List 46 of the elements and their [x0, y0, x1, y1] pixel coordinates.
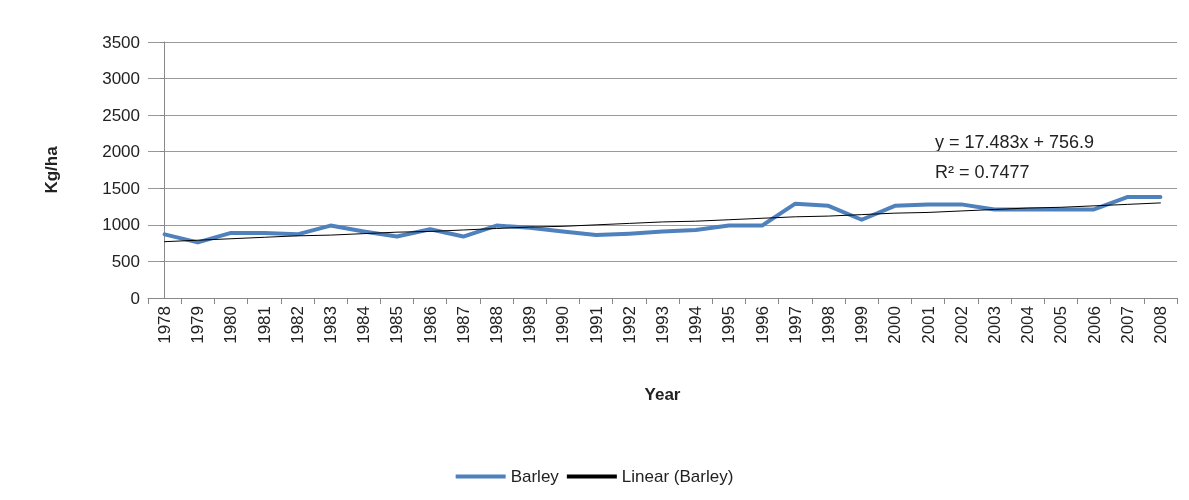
x-tick-label: 2004 [1018, 306, 1038, 344]
x-axis-title: Year [644, 385, 681, 404]
x-tick-label: 1995 [719, 306, 739, 344]
x-tick-label: 1989 [520, 306, 540, 344]
x-tick-label: 2005 [1051, 306, 1071, 344]
x-tick-label: 1979 [188, 306, 208, 344]
x-tick-label: 1980 [221, 306, 241, 344]
x-tick-label: 1996 [752, 306, 772, 344]
x-tick-label: 1993 [653, 306, 672, 344]
y-tick-label: 1500 [102, 178, 140, 198]
x-tick-label: 2006 [1084, 306, 1104, 344]
x-tick-label: 1997 [785, 306, 805, 344]
x-tick-label: 1983 [321, 306, 341, 344]
x-tick-label: 1992 [619, 306, 639, 344]
x-tick-label: 1987 [453, 306, 473, 344]
y-axis-title: Kg/ha [42, 145, 61, 194]
x-tick-label: 2003 [984, 306, 1004, 344]
line-series [164, 202, 1161, 243]
x-tick-label: 1978 [155, 306, 175, 344]
x-tick-label: 2000 [885, 306, 905, 344]
x-tick-label: 1988 [487, 306, 507, 344]
x-tick-label: 1999 [852, 306, 872, 344]
x-tick-label: 1985 [387, 306, 407, 344]
y-tick-label: 3500 [102, 32, 140, 52]
x-tick-label: 1981 [254, 306, 274, 344]
y-tick-label: 3000 [102, 69, 140, 89]
y-tick-label: 500 [111, 251, 140, 271]
x-tick-label: 1986 [420, 306, 440, 344]
x-tick-label: 1990 [553, 306, 573, 344]
y-tick-label: 2000 [102, 142, 140, 162]
x-tick-label: 2002 [951, 306, 971, 344]
line-series [162, 195, 1163, 245]
y-tick-label: 0 [130, 288, 140, 308]
x-tick-label: 2001 [918, 306, 938, 344]
x-tick-label: 1991 [586, 306, 606, 344]
annotation: R² = 0.7477 [935, 162, 1030, 182]
x-tick-label: 2007 [1117, 306, 1137, 344]
y-tick-label: 1000 [102, 215, 140, 235]
legend-label: Barley [510, 467, 560, 486]
x-tick-label: 2008 [1150, 306, 1170, 344]
x-tick-label: 1994 [686, 306, 706, 344]
x-tick-label: 1982 [287, 306, 307, 344]
x-tick-label: 1998 [818, 306, 838, 344]
y-tick-label: 2500 [102, 105, 140, 125]
legend-label: Linear (Barley) [621, 467, 734, 486]
x-tick-label: 1984 [354, 306, 374, 344]
